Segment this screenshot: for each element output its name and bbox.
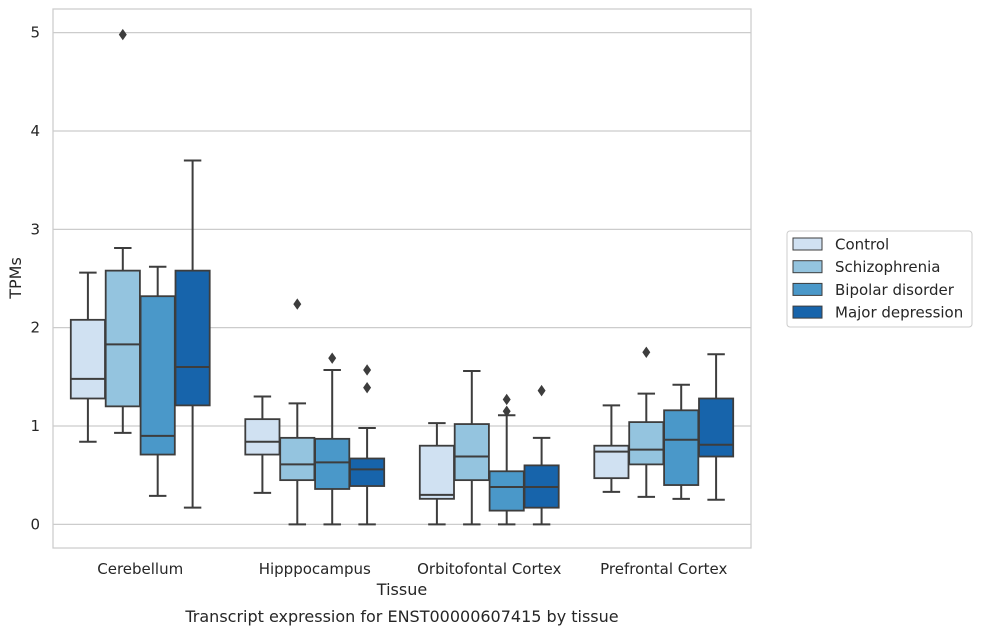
y-tick-label: 4 xyxy=(30,122,40,140)
box-iqr xyxy=(244,418,281,456)
legend-label: Schizophrenia xyxy=(835,258,940,276)
outlier-point xyxy=(502,393,511,406)
chart-caption: Transcript expression for ENST0000060741… xyxy=(184,607,618,626)
series-group xyxy=(69,271,630,526)
box-iqr xyxy=(349,457,386,487)
box-iqr xyxy=(279,436,316,482)
outlier-point xyxy=(118,28,127,41)
y-tick-label: 5 xyxy=(30,24,40,42)
box-plot xyxy=(418,422,455,526)
box-iqr xyxy=(104,269,141,408)
legend-items: Control Schizophrenia Bipolar disorder Majo… xyxy=(792,236,963,322)
y-tick-label: 0 xyxy=(30,515,40,533)
y-tick-label: 2 xyxy=(30,319,40,337)
box-iqr xyxy=(453,423,490,482)
series-group xyxy=(139,265,700,526)
box-plot xyxy=(593,404,630,493)
box-iqr xyxy=(698,397,735,458)
x-tick-label: Hipppocampus xyxy=(259,560,371,578)
y-axis-tick-labels: 0 1 2 3 4 5 xyxy=(30,24,40,534)
series-group xyxy=(104,28,665,526)
box-plot xyxy=(314,352,351,526)
outlier-point xyxy=(502,405,511,417)
x-axis-label: Tissue xyxy=(376,580,427,599)
outlier-point xyxy=(363,364,372,376)
box-plot xyxy=(279,298,316,526)
box-plot xyxy=(698,353,735,501)
box-plot xyxy=(628,346,665,498)
legend-swatch xyxy=(792,282,823,296)
legend: Control Schizophrenia Bipolar disorder Majo… xyxy=(786,230,973,328)
y-tick-label: 1 xyxy=(30,417,40,435)
box-iqr xyxy=(69,318,106,400)
legend-frame xyxy=(786,230,973,328)
box-plot xyxy=(69,271,106,443)
y-tick-label: 3 xyxy=(30,220,40,238)
box-iqr xyxy=(593,444,630,480)
legend-label: Bipolar disorder xyxy=(835,281,955,299)
legend-swatch xyxy=(792,305,823,319)
box-plot xyxy=(663,383,700,500)
box-iqr xyxy=(139,295,176,456)
box-iqr xyxy=(174,269,211,407)
box-iqr xyxy=(418,444,455,500)
x-tick-label: Orbitofontal Cortex xyxy=(417,560,561,578)
outlier-point xyxy=(642,346,651,358)
box-iqr xyxy=(314,437,351,490)
box-plot xyxy=(453,369,490,526)
box-plot xyxy=(349,364,386,526)
box-plot-series xyxy=(69,28,735,526)
x-axis-tick-labels: Cerebellum Hipppocampus Orbitofontal Corte… xyxy=(97,560,727,578)
box-iqr xyxy=(488,470,525,512)
y-axis-label: TPMs xyxy=(6,257,25,300)
box-plot xyxy=(174,159,211,509)
legend-label: Major depression xyxy=(835,304,963,322)
box-plot xyxy=(244,395,281,494)
outlier-point xyxy=(537,384,546,397)
box-plot xyxy=(104,28,141,434)
outlier-point xyxy=(293,298,302,310)
box-iqr xyxy=(628,421,665,466)
x-tick-label: Cerebellum xyxy=(97,560,183,578)
outlier-point xyxy=(363,381,372,394)
box-iqr xyxy=(663,409,700,486)
plot-area-frame xyxy=(52,8,752,549)
legend-label: Control xyxy=(835,236,889,254)
box-plot xyxy=(139,265,176,497)
series-group xyxy=(174,159,735,526)
outlier-point xyxy=(328,352,337,364)
box-plot xyxy=(488,393,525,526)
legend-swatch xyxy=(792,260,823,274)
legend-swatch xyxy=(792,237,823,251)
x-tick-label: Prefrontal Cortex xyxy=(600,560,727,578)
box-plot xyxy=(523,384,560,526)
